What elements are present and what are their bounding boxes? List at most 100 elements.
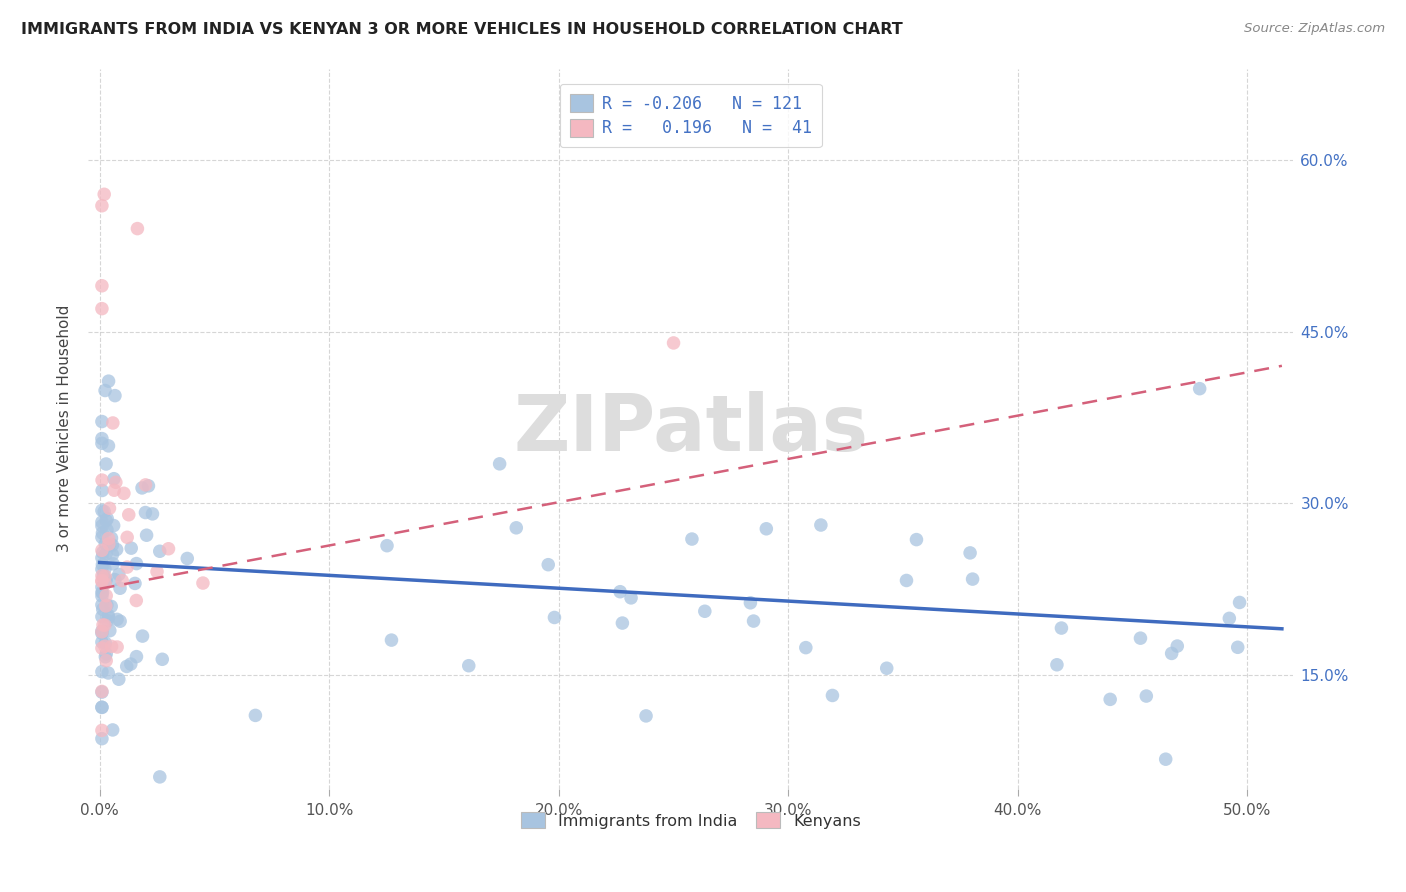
Point <box>100 640 122 654</box>
Point <box>97 538 120 552</box>
Point <box>693 604 716 618</box>
Point <box>97 610 120 624</box>
Point <box>634 709 657 723</box>
Point <box>115 659 138 673</box>
Point <box>103 472 125 486</box>
Point <box>118 508 141 522</box>
Point <box>1135 689 1157 703</box>
Point <box>896 574 918 588</box>
Point <box>537 558 560 572</box>
Point <box>96 511 118 525</box>
Point <box>104 573 127 587</box>
Point <box>101 723 124 737</box>
Point <box>96 514 118 528</box>
Point <box>90 543 112 558</box>
Point <box>100 599 122 614</box>
Point <box>94 562 117 576</box>
Point <box>457 658 479 673</box>
Point <box>1226 640 1249 655</box>
Point <box>96 598 118 612</box>
Point <box>104 475 127 490</box>
Point <box>90 731 112 746</box>
Point <box>149 770 172 784</box>
Point <box>740 596 762 610</box>
Point <box>380 633 402 648</box>
Y-axis label: 3 or more Vehicles in Household: 3 or more Vehicles in Household <box>58 305 72 552</box>
Point <box>176 551 198 566</box>
Point <box>1229 595 1251 609</box>
Point <box>1188 382 1211 396</box>
Point <box>90 199 112 213</box>
Point <box>90 624 112 639</box>
Point <box>97 374 120 388</box>
Point <box>1046 657 1069 672</box>
Point <box>103 518 125 533</box>
Point <box>149 544 172 558</box>
Point <box>96 654 118 668</box>
Point <box>90 598 112 612</box>
Point <box>905 533 928 547</box>
Point <box>543 610 565 624</box>
Point <box>1154 752 1177 766</box>
Point <box>94 574 117 588</box>
Point <box>609 584 631 599</box>
Point <box>620 591 643 605</box>
Point <box>1050 621 1073 635</box>
Point <box>101 548 124 562</box>
Point <box>101 538 124 552</box>
Point <box>115 560 138 574</box>
Point <box>108 567 131 582</box>
Point <box>742 614 765 628</box>
Point <box>91 526 114 541</box>
Point <box>90 641 112 656</box>
Point <box>681 532 703 546</box>
Point <box>876 661 898 675</box>
Point <box>97 608 120 623</box>
Point <box>94 639 117 653</box>
Point <box>90 626 112 640</box>
Point <box>112 486 135 500</box>
Point <box>141 507 163 521</box>
Point <box>612 616 634 631</box>
Point <box>135 528 157 542</box>
Point <box>101 557 124 571</box>
Point <box>120 657 142 671</box>
Point <box>91 585 114 599</box>
Point <box>794 640 817 655</box>
Point <box>96 546 118 560</box>
Point <box>90 609 112 624</box>
Point <box>90 580 112 594</box>
Point <box>157 541 180 556</box>
Point <box>90 723 112 738</box>
Point <box>94 569 117 583</box>
Point <box>1099 692 1122 706</box>
Point <box>125 593 148 607</box>
Point <box>90 585 112 599</box>
Point <box>90 301 112 316</box>
Point <box>90 436 112 450</box>
Point <box>375 539 398 553</box>
Point <box>90 685 112 699</box>
Point <box>94 573 117 587</box>
Point <box>90 574 112 588</box>
Point <box>96 589 118 603</box>
Point <box>135 478 157 492</box>
Point <box>94 576 117 591</box>
Point <box>90 519 112 533</box>
Point <box>90 574 112 589</box>
Point <box>96 523 118 537</box>
Point <box>150 652 173 666</box>
Point <box>191 576 214 591</box>
Point <box>959 546 981 560</box>
Point <box>505 521 527 535</box>
Point <box>91 473 114 487</box>
Point <box>755 522 778 536</box>
Point <box>245 708 267 723</box>
Point <box>90 635 112 649</box>
Point <box>131 481 153 495</box>
Point <box>127 221 149 235</box>
Point <box>91 568 114 582</box>
Point <box>90 278 112 293</box>
Point <box>94 457 117 471</box>
Text: Source: ZipAtlas.com: Source: ZipAtlas.com <box>1244 22 1385 36</box>
